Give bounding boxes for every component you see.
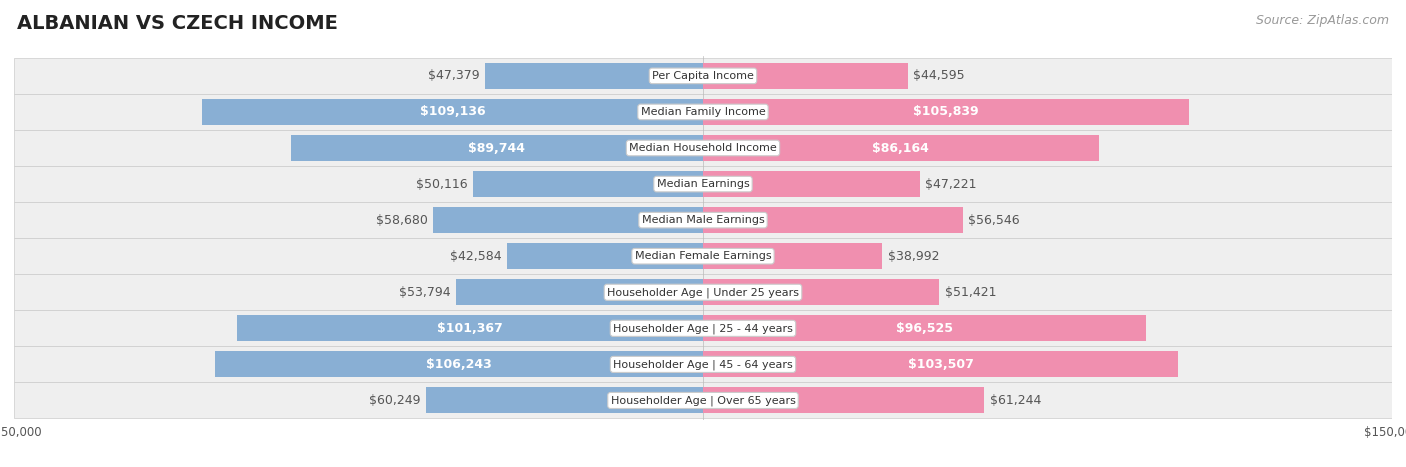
Text: ALBANIAN VS CZECH INCOME: ALBANIAN VS CZECH INCOME [17, 14, 337, 33]
Bar [201, 99, 703, 125]
Text: $58,680: $58,680 [375, 213, 427, 226]
Bar [14, 202, 1392, 238]
Bar [14, 347, 1392, 382]
Bar [215, 351, 703, 377]
Text: Median Earnings: Median Earnings [657, 179, 749, 189]
Bar [703, 315, 1146, 341]
Bar [703, 388, 984, 413]
Text: $60,249: $60,249 [370, 394, 420, 407]
Bar [703, 135, 1098, 161]
Text: $42,584: $42,584 [450, 250, 502, 263]
Text: Householder Age | Over 65 years: Householder Age | Over 65 years [610, 395, 796, 406]
Bar [485, 63, 703, 89]
Text: $50,116: $50,116 [416, 177, 467, 191]
Text: Median Female Earnings: Median Female Earnings [634, 251, 772, 261]
Bar [703, 351, 1178, 377]
Bar [456, 279, 703, 305]
Text: $106,243: $106,243 [426, 358, 492, 371]
Bar [433, 207, 703, 233]
Text: $86,164: $86,164 [873, 142, 929, 155]
Bar [14, 94, 1392, 130]
Text: $53,794: $53,794 [399, 286, 450, 299]
Text: Median Male Earnings: Median Male Earnings [641, 215, 765, 225]
Bar [703, 63, 908, 89]
Text: $51,421: $51,421 [945, 286, 997, 299]
Text: $38,992: $38,992 [887, 250, 939, 263]
Text: $47,221: $47,221 [925, 177, 977, 191]
Text: $89,744: $89,744 [468, 142, 526, 155]
Bar [14, 382, 1392, 418]
Bar [14, 166, 1392, 202]
Bar [238, 315, 703, 341]
Bar [703, 171, 920, 197]
Text: $103,507: $103,507 [908, 358, 973, 371]
Bar [703, 243, 882, 269]
Bar [508, 243, 703, 269]
Bar [426, 388, 703, 413]
Bar [14, 238, 1392, 274]
Text: Source: ZipAtlas.com: Source: ZipAtlas.com [1256, 14, 1389, 27]
Text: Householder Age | 45 - 64 years: Householder Age | 45 - 64 years [613, 359, 793, 370]
Text: $56,546: $56,546 [969, 213, 1019, 226]
Bar [703, 279, 939, 305]
Bar [472, 171, 703, 197]
Bar [291, 135, 703, 161]
Text: $47,379: $47,379 [429, 70, 479, 82]
Bar [14, 130, 1392, 166]
Bar [14, 274, 1392, 310]
Text: $61,244: $61,244 [990, 394, 1042, 407]
Text: Per Capita Income: Per Capita Income [652, 71, 754, 81]
Text: Median Family Income: Median Family Income [641, 107, 765, 117]
Bar [703, 207, 963, 233]
Text: Householder Age | 25 - 44 years: Householder Age | 25 - 44 years [613, 323, 793, 333]
Text: $44,595: $44,595 [914, 70, 965, 82]
Text: Median Household Income: Median Household Income [628, 143, 778, 153]
Bar [703, 99, 1189, 125]
Text: Householder Age | Under 25 years: Householder Age | Under 25 years [607, 287, 799, 297]
Text: $101,367: $101,367 [437, 322, 503, 335]
Text: $105,839: $105,839 [914, 106, 979, 119]
Bar [14, 310, 1392, 347]
Text: $109,136: $109,136 [419, 106, 485, 119]
Text: $96,525: $96,525 [896, 322, 953, 335]
Bar [14, 58, 1392, 94]
